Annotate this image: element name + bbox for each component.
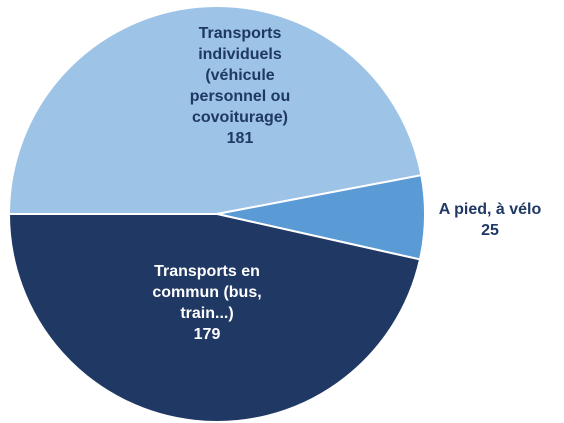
label-line: commun (bus,: [152, 284, 261, 301]
label-line: individuels: [198, 46, 282, 63]
slice-label: Transports en commun (bus, train...): [152, 263, 261, 322]
slice-label: Transports individuels (véhicule personnel …: [190, 25, 290, 126]
pie-slice: [7, 213, 422, 423]
label-line: covoiturage): [192, 109, 288, 126]
label-line: personnel ou: [190, 88, 290, 105]
slice-value: 179: [194, 326, 221, 343]
label-line: (véhicule: [205, 67, 274, 84]
label-line: A pied, à vélo: [439, 201, 542, 218]
slice-label: A pied, à vélo: [439, 201, 542, 218]
label-line: Transports en: [154, 263, 260, 280]
label-line: train...): [180, 305, 233, 322]
label-line: Transports: [199, 25, 282, 42]
slice-value: 181: [227, 130, 254, 147]
slice-value: 25: [481, 222, 499, 239]
pie-slice: [7, 5, 423, 215]
